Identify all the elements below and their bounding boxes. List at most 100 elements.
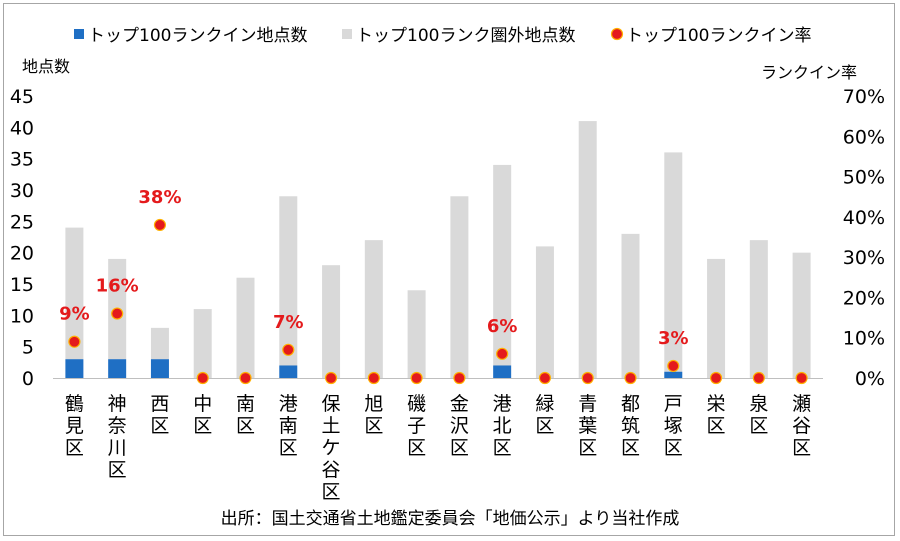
rate-point <box>752 371 765 385</box>
rate-data-label: 16% <box>96 276 139 297</box>
legend-swatch <box>610 27 624 41</box>
category-label: 見 <box>65 415 84 437</box>
y-tick-label: 35 <box>10 149 34 171</box>
rate-point <box>367 371 380 385</box>
y2-tick-label: 10% <box>843 328 885 350</box>
legend-label: トップ100ランクイン率 <box>626 26 811 46</box>
bar-in-rank <box>279 365 298 378</box>
category-label: 金 <box>450 393 469 415</box>
category-label: 谷 <box>322 459 341 481</box>
rate-point <box>68 335 81 348</box>
bar-out-of-rank <box>364 240 383 378</box>
category-label: 保 <box>322 393 341 415</box>
category-label: 区 <box>664 437 683 459</box>
rate-data-label: 38% <box>138 187 181 208</box>
category-label: 川 <box>108 437 127 459</box>
category-label: 旭 <box>364 393 383 415</box>
bar-out-of-rank <box>279 196 298 366</box>
rate-data-label: 9% <box>59 304 90 325</box>
rate-point <box>453 371 466 385</box>
bar-out-of-rank <box>664 152 683 372</box>
category-label: 区 <box>621 437 640 459</box>
bar-out-of-rank <box>707 258 726 378</box>
rate-point <box>538 371 552 385</box>
y-tick-label: 25 <box>10 211 34 233</box>
category-label: 区 <box>749 415 768 437</box>
category-label: 北 <box>493 415 512 437</box>
rate-data-label: 3% <box>658 328 689 349</box>
category-label: 区 <box>792 437 811 459</box>
bar-out-of-rank <box>322 265 341 378</box>
bar-out-of-rank <box>493 164 512 366</box>
bar-out-of-rank <box>749 240 768 378</box>
category-label: 区 <box>493 437 512 459</box>
bar-out-of-rank <box>621 233 640 378</box>
bar-out-of-rank <box>535 246 554 378</box>
y-tick-label: 15 <box>10 274 34 296</box>
source-note: 出所：国土交通省土地鑑定委員会「地価公示」より当社作成 <box>221 509 680 529</box>
category-label: 栄 <box>707 393 726 415</box>
y2-axis-title: ランクイン率 <box>761 63 857 82</box>
y2-tick-label: 30% <box>843 247 885 269</box>
y2-tick-label: 0% <box>855 368 885 390</box>
category-label: 塚 <box>664 415 683 437</box>
bar-out-of-rank <box>792 252 811 378</box>
rate-point <box>111 307 124 320</box>
rate-point <box>239 371 252 385</box>
category-label: 神 <box>108 393 127 415</box>
category-label: 区 <box>279 437 298 459</box>
bar-out-of-rank <box>450 196 469 378</box>
y2-tick-label: 50% <box>843 167 885 189</box>
legend-label: トップ100ランクイン地点数 <box>88 26 307 46</box>
category-label: 港 <box>279 393 298 415</box>
bar-in-rank <box>493 365 512 378</box>
chart-frame <box>3 3 895 536</box>
y-tick-label: 20 <box>10 243 34 265</box>
y-tick-label: 30 <box>10 180 34 202</box>
rate-point <box>667 359 680 373</box>
category-label: 区 <box>578 437 597 459</box>
bar-in-rank <box>65 359 84 378</box>
y2-tick-label: 40% <box>843 207 885 229</box>
y2-tick-label: 60% <box>843 126 885 148</box>
category-label: 区 <box>322 481 341 503</box>
y2-tick-label: 20% <box>843 287 885 309</box>
rate-data-label: 6% <box>487 316 518 337</box>
category-label: 奈 <box>108 415 127 437</box>
bar-out-of-rank <box>578 121 597 379</box>
category-label: 港 <box>493 393 512 415</box>
rate-point <box>410 371 423 385</box>
bar-out-of-rank <box>150 327 169 360</box>
rate-data-label: 7% <box>273 312 304 333</box>
category-label: 西 <box>150 393 169 415</box>
category-label: 葉 <box>578 415 597 437</box>
rate-point <box>496 347 509 360</box>
y-tick-label: 40 <box>10 117 34 139</box>
category-label: 区 <box>450 437 469 459</box>
rate-point <box>624 371 637 385</box>
category-label: 筑 <box>621 415 640 437</box>
legend-label: トップ100ランク圏外地点数 <box>356 26 575 46</box>
category-label: 区 <box>193 415 212 437</box>
category-label: 土 <box>322 415 341 437</box>
legend-swatch <box>74 29 84 39</box>
category-label: 子 <box>407 415 426 437</box>
bar-out-of-rank <box>193 309 212 378</box>
legend-swatch <box>342 29 352 39</box>
rate-point <box>709 371 723 385</box>
y-tick-label: 0 <box>22 368 34 390</box>
bar-in-rank <box>150 359 169 378</box>
category-label: 戸 <box>664 393 683 415</box>
y-tick-label: 5 <box>22 337 34 359</box>
category-label: 磯 <box>407 393 426 415</box>
rate-point <box>282 343 295 356</box>
category-label: 区 <box>407 437 426 459</box>
category-label: 南 <box>279 415 298 437</box>
category-label: 鶴 <box>65 393 84 415</box>
rate-point <box>581 371 594 385</box>
category-label: 沢 <box>450 415 469 437</box>
category-label: 青 <box>578 393 597 415</box>
category-label: 区 <box>707 415 726 437</box>
category-label: 南 <box>236 393 255 415</box>
